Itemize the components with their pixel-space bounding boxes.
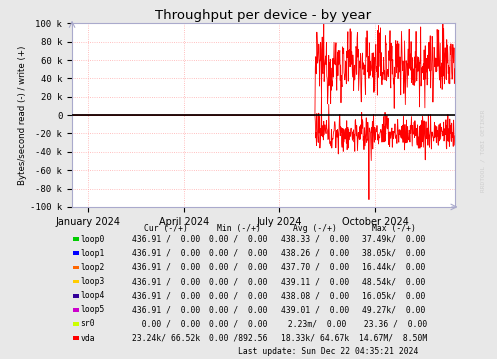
- Text: 16.44k/  0.00: 16.44k/ 0.00: [362, 263, 425, 272]
- Text: 23.36 /  0.00: 23.36 / 0.00: [359, 320, 427, 328]
- Text: loop2: loop2: [81, 263, 105, 272]
- Text: 439.11 /  0.00: 439.11 / 0.00: [281, 277, 349, 286]
- Text: 436.91 /  0.00: 436.91 / 0.00: [132, 263, 200, 272]
- Text: 438.33 /  0.00: 438.33 / 0.00: [281, 235, 349, 244]
- Text: 18.33k/ 64.67k: 18.33k/ 64.67k: [281, 334, 349, 342]
- Text: loop5: loop5: [81, 305, 105, 314]
- Text: 0.00 /  0.00: 0.00 / 0.00: [209, 277, 268, 286]
- Text: loop1: loop1: [81, 249, 105, 258]
- Text: RRDTOOL / TOBI OETIKER: RRDTOOL / TOBI OETIKER: [481, 109, 486, 192]
- Text: 48.54k/  0.00: 48.54k/ 0.00: [362, 277, 425, 286]
- Text: 0.00 /  0.00: 0.00 / 0.00: [209, 291, 268, 300]
- Bar: [73, 294, 79, 298]
- Bar: [73, 237, 79, 241]
- Text: 0.00 /  0.00: 0.00 / 0.00: [209, 235, 268, 244]
- Text: 14.67M/  8.50M: 14.67M/ 8.50M: [359, 334, 427, 342]
- Text: Min (-/+): Min (-/+): [217, 224, 260, 233]
- Bar: [73, 336, 79, 340]
- Text: 16.05k/  0.00: 16.05k/ 0.00: [362, 291, 425, 300]
- Text: 436.91 /  0.00: 436.91 / 0.00: [132, 249, 200, 258]
- Text: 0.00 /  0.00: 0.00 / 0.00: [209, 263, 268, 272]
- Text: sr0: sr0: [81, 320, 95, 328]
- Y-axis label: Bytes/second read (-) / write (+): Bytes/second read (-) / write (+): [18, 46, 27, 185]
- Text: 436.91 /  0.00: 436.91 / 0.00: [132, 235, 200, 244]
- Bar: [73, 280, 79, 284]
- Text: 436.91 /  0.00: 436.91 / 0.00: [132, 305, 200, 314]
- Text: 37.49k/  0.00: 37.49k/ 0.00: [362, 235, 425, 244]
- Text: 38.05k/  0.00: 38.05k/ 0.00: [362, 249, 425, 258]
- Text: 436.91 /  0.00: 436.91 / 0.00: [132, 291, 200, 300]
- Text: Last update: Sun Dec 22 04:35:21 2024: Last update: Sun Dec 22 04:35:21 2024: [238, 347, 418, 356]
- Text: loop0: loop0: [81, 235, 105, 244]
- Text: 438.08 /  0.00: 438.08 / 0.00: [281, 291, 349, 300]
- Text: Max (-/+): Max (-/+): [372, 224, 415, 233]
- Text: vda: vda: [81, 334, 95, 342]
- Text: 437.70 /  0.00: 437.70 / 0.00: [281, 263, 349, 272]
- Text: 49.27k/  0.00: 49.27k/ 0.00: [362, 305, 425, 314]
- Text: 439.01 /  0.00: 439.01 / 0.00: [281, 305, 349, 314]
- Text: 436.91 /  0.00: 436.91 / 0.00: [132, 277, 200, 286]
- Text: 438.26 /  0.00: 438.26 / 0.00: [281, 249, 349, 258]
- Text: 0.00 /  0.00: 0.00 / 0.00: [209, 305, 268, 314]
- Text: 0.00 /892.56: 0.00 /892.56: [209, 334, 268, 342]
- Text: 0.00 /  0.00: 0.00 / 0.00: [209, 249, 268, 258]
- Bar: [73, 322, 79, 326]
- Text: 23.24k/ 66.52k: 23.24k/ 66.52k: [132, 334, 200, 342]
- Title: Throughput per device - by year: Throughput per device - by year: [156, 9, 371, 22]
- Bar: [73, 308, 79, 312]
- Bar: [73, 251, 79, 255]
- Text: 0.00 /  0.00: 0.00 / 0.00: [209, 320, 268, 328]
- Text: loop4: loop4: [81, 291, 105, 300]
- Text: 0.00 /  0.00: 0.00 / 0.00: [132, 320, 200, 328]
- Text: 2.23m/  0.00: 2.23m/ 0.00: [283, 320, 347, 328]
- Text: loop3: loop3: [81, 277, 105, 286]
- Text: Avg (-/+): Avg (-/+): [293, 224, 337, 233]
- Bar: [73, 266, 79, 269]
- Text: Cur (-/+): Cur (-/+): [144, 224, 188, 233]
